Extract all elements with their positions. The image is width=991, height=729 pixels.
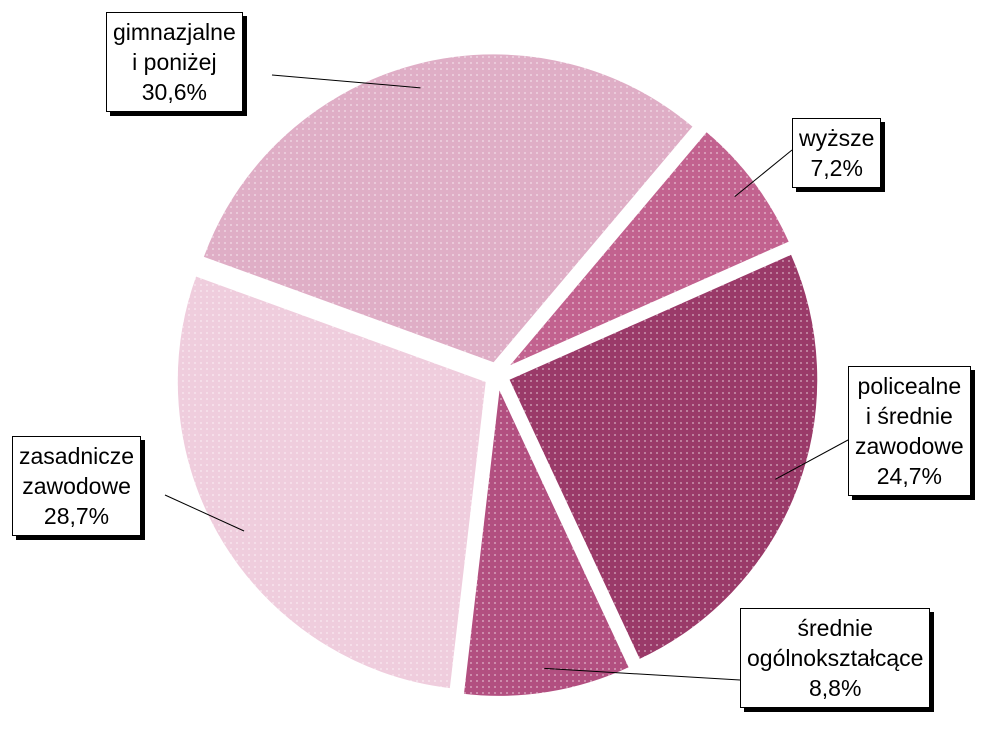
category-label: średnie ogólnokształcące (747, 615, 924, 671)
leader-line (544, 667, 741, 681)
leader-line (775, 439, 849, 480)
slice-label: wyższe 7,2% (792, 118, 882, 188)
value-label: 8,8% (809, 675, 862, 701)
leader-line (734, 149, 793, 198)
category-label: zasadnicze zawodowe (19, 443, 135, 499)
category-label: policealne i średnie zawodowe (855, 373, 964, 459)
leader-line (164, 494, 245, 532)
slice-label: średnie ogólnokształcące 8,8% (740, 608, 931, 708)
slice-label: gimnazjalne i poniżej 30,6% (106, 12, 243, 112)
value-label: 24,7% (876, 463, 942, 489)
slice-label: policealne i średnie zawodowe 24,7% (848, 366, 971, 496)
value-label: 30,6% (141, 79, 207, 105)
category-label: wyższe (799, 125, 875, 151)
value-label: 28,7% (43, 503, 110, 529)
slice-label: zasadnicze zawodowe 28,7% (12, 436, 142, 536)
leader-line (271, 74, 421, 89)
value-label: 7,2% (810, 155, 863, 181)
category-label: gimnazjalne i poniżej (113, 19, 236, 75)
